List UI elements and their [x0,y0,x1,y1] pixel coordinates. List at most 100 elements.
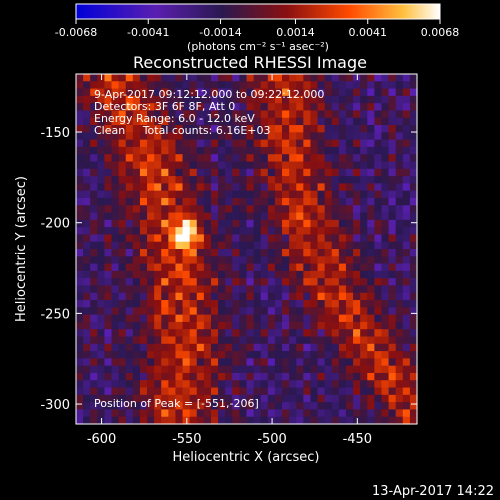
heatmap-cell [97,372,106,381]
heatmap-cell [374,139,383,148]
heatmap-cell [76,212,84,221]
heatmap-cell [289,314,297,323]
heatmap-cell [97,278,106,287]
heatmap-cell [97,292,106,301]
heatmap-cell [282,168,290,177]
heatmap-cell [310,351,319,359]
heatmap-cell [345,336,354,345]
heatmap-cell [310,365,319,374]
heatmap-cell [374,146,383,155]
heatmap-cell [395,358,404,367]
heatmap-cell [125,219,134,228]
heatmap-cell [345,278,354,287]
heatmap-cell [175,292,184,301]
heatmap-cell [274,103,283,112]
heatmap-cell [338,168,347,177]
heatmap-cell [154,117,162,126]
heatmap-cell [381,336,390,345]
heatmap-cell [303,132,312,141]
heatmap-cell [296,154,304,163]
x-tick-label: -450 [343,432,373,447]
heatmap-cell [83,416,91,425]
colorbar-unit-label: (photons cm⁻² s⁻¹ asec⁻²) [187,40,329,53]
heatmap-cell [274,146,283,155]
heatmap-cell [260,358,269,367]
heatmap-cell [76,197,84,206]
heatmap-cell [367,416,375,425]
heatmap-cell [274,416,283,425]
heatmap-cell [324,249,333,257]
heatmap-cell [168,154,177,163]
heatmap-cell [218,343,226,352]
heatmap-cell [161,416,169,425]
heatmap-cell [381,270,390,279]
heatmap-cell [83,372,91,381]
heatmap-cell [409,132,418,141]
heatmap-cell [232,154,240,163]
heatmap-cell [289,212,297,221]
heatmap-cell [253,132,262,141]
heatmap-cell [267,88,276,97]
heatmap-cell [353,387,361,396]
heatmap-cell [381,372,390,381]
heatmap-cell [111,168,120,177]
heatmap-cell [409,183,418,192]
heatmap-cell [203,314,212,323]
heatmap-cell [282,197,290,206]
heatmap-cell [381,183,390,192]
heatmap-cell [267,117,276,126]
heatmap-cell [118,292,127,301]
heatmap-cell [409,351,418,359]
heatmap-cell [402,74,411,82]
heatmap-cell [132,336,141,345]
heatmap-cell [104,95,113,104]
heatmap-cell [225,409,233,418]
heatmap-cell [274,343,283,352]
heatmap-cell [367,74,375,82]
heatmap-cell [239,380,248,389]
heatmap-cell [189,74,198,82]
heatmap-cell [338,372,347,381]
heatmap-cell [282,249,290,257]
heatmap-cell [182,372,191,381]
heatmap-cell [161,132,169,141]
heatmap-cell [97,168,106,177]
heatmap-cell [345,416,354,425]
heatmap-cell [104,161,113,170]
heatmap-cell [111,256,120,265]
heatmap-cell [246,110,255,119]
heatmap-cell [331,183,340,192]
heatmap-cell [353,117,361,126]
heatmap-cell [175,300,184,308]
heatmap-cell [367,227,375,236]
heatmap-cell [232,117,240,126]
heatmap-cell [203,212,212,221]
heatmap-cell [225,110,233,119]
heatmap-cell [225,81,233,90]
heatmap-cell [310,161,319,170]
heatmap-cell [260,351,269,359]
heatmap-cell [232,95,240,104]
heatmap-cell [246,307,255,316]
heatmap-cell [367,263,375,272]
heatmap-cell [111,292,120,301]
heatmap-cell [331,351,340,359]
heatmap-cell [317,336,326,345]
heatmap-cell [345,380,354,389]
heatmap-cell [374,409,383,418]
heatmap-cell [303,117,312,126]
heatmap-cell [154,103,162,112]
y-axis-ticks: -300-250-200-150 [40,126,417,413]
heatmap-cell [203,387,212,396]
heatmap-cell [331,74,340,82]
heatmap-cell [409,168,418,177]
heatmap-cell [367,343,375,352]
heatmap-cell [83,249,91,257]
heatmap-cell [317,416,326,425]
heatmap-cell [267,307,276,316]
heatmap-cell [296,205,304,214]
heatmap-cell [395,161,404,170]
heatmap-cell [182,321,191,330]
heatmap-cell [125,139,134,148]
heatmap-cell [161,256,169,265]
